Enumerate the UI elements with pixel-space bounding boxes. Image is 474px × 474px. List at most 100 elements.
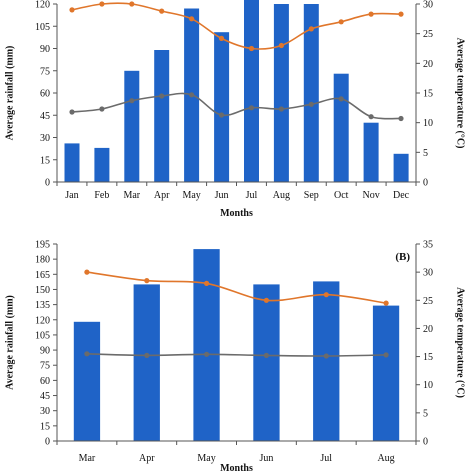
chart2-y2-tick-label: 15 bbox=[423, 352, 433, 363]
chart1-min_temp-point bbox=[189, 92, 195, 98]
chart1-x-axis-title: Months bbox=[220, 208, 253, 219]
chart1-y2-tick-label: 30 bbox=[423, 0, 433, 11]
chart2-min_temp-point bbox=[84, 351, 90, 357]
chart1-min_temp-point bbox=[368, 114, 374, 120]
chart1-x-tick-label: Sep bbox=[304, 190, 319, 201]
chart1-bar bbox=[273, 4, 289, 182]
chart2-y2-tick-label: 0 bbox=[423, 437, 428, 448]
chart2-y-tick-label: 60 bbox=[40, 376, 50, 387]
chart1-y2-tick-label: 0 bbox=[423, 178, 428, 189]
chart2-y-tick-label: 105 bbox=[35, 330, 50, 341]
chart2-y2-tick-label: 25 bbox=[423, 296, 433, 307]
chart1-x-tick-label: May bbox=[182, 190, 200, 201]
chart1-min_temp-point bbox=[278, 106, 284, 112]
chart2-y2-tick-label: 30 bbox=[423, 268, 433, 279]
chart1-min_temp-point bbox=[248, 105, 255, 111]
chart1-bar bbox=[94, 147, 110, 182]
chart2-y2-tick-label: 35 bbox=[423, 240, 433, 251]
chart2-bar bbox=[193, 249, 220, 441]
chart2-x-axis-title: Months bbox=[220, 463, 253, 474]
chart1-max_temp-line bbox=[71, 2, 402, 50]
chart2-max_temp-point bbox=[323, 292, 329, 298]
chart2-min_temp-point bbox=[144, 352, 150, 358]
chart2-max_temp-line bbox=[86, 271, 387, 304]
chart2-y2-tick-label: 20 bbox=[423, 324, 433, 335]
chart1-max_temp-point bbox=[99, 1, 105, 7]
chart1-x-tick-label: Aug bbox=[273, 190, 290, 201]
chart1-y-tick-label: 105 bbox=[35, 22, 50, 33]
chart1-bar bbox=[64, 143, 80, 182]
chart1-y2-tick-label: 25 bbox=[423, 29, 433, 40]
chart1-x-tick-label: Jul bbox=[246, 190, 258, 201]
chart2-y2-axis-title: Average temperature (°C) bbox=[455, 287, 466, 398]
chart1-bar bbox=[214, 32, 230, 183]
chart2-bar bbox=[133, 284, 160, 441]
chart1-max_temp-point bbox=[338, 19, 344, 25]
chart2-y-tick-label: 15 bbox=[40, 421, 50, 432]
chart2-max_temp-point bbox=[263, 297, 269, 303]
chart1-min_temp-line bbox=[71, 92, 402, 120]
chart2-min_temp-point bbox=[263, 352, 269, 358]
chart1-min_temp-point bbox=[338, 96, 344, 102]
chart1-y-tick-label: 75 bbox=[40, 66, 50, 77]
chart1-bar bbox=[154, 50, 170, 182]
chart1-y-axis-title: Average rainfall (mm) bbox=[4, 46, 15, 141]
chart2-bar bbox=[313, 281, 340, 441]
chart1-y2-tick-label: 5 bbox=[423, 148, 428, 159]
chart2-min_temp-point bbox=[383, 352, 389, 358]
chart1-y-tick-label: 0 bbox=[45, 178, 50, 189]
chart2-y-tick-label: 135 bbox=[35, 300, 50, 311]
chart1-bar bbox=[244, 0, 259, 182]
chart2-max_temp-point bbox=[383, 300, 389, 306]
chart1-max_temp-point bbox=[189, 16, 195, 22]
chart1-max_temp-point bbox=[278, 42, 284, 49]
chart2-bar bbox=[372, 305, 400, 441]
chart2-max_temp-point bbox=[84, 269, 90, 275]
chart2-y-tick-label: 30 bbox=[40, 406, 50, 417]
chart1-max_temp-point bbox=[129, 1, 135, 7]
chart1-x-tick-label: Feb bbox=[94, 190, 109, 201]
chart1-y-tick-label: 120 bbox=[35, 0, 50, 11]
chart2-min_temp-line bbox=[86, 353, 387, 357]
chart2-max_temp-point bbox=[204, 280, 210, 286]
chart2-y2-tick-label: 10 bbox=[423, 380, 433, 391]
chart2-y2-tick-label: 5 bbox=[423, 408, 428, 419]
chart2-min_temp-point bbox=[323, 353, 329, 359]
chart1-min_temp-point bbox=[218, 112, 225, 118]
chart1-y-tick-label: 90 bbox=[40, 44, 50, 55]
chart2-x-tick-label: Aug bbox=[377, 453, 394, 464]
chart1-max_temp-point bbox=[159, 8, 165, 14]
chart1-min_temp-point bbox=[99, 106, 105, 112]
chart2-x-tick-label: Jul bbox=[320, 453, 332, 464]
chart1-max_temp-point bbox=[248, 45, 255, 52]
chart2-panel-label: (B) bbox=[395, 251, 410, 263]
chart1-max_temp-point bbox=[69, 7, 75, 13]
chart1-x-tick-label: Nov bbox=[363, 190, 380, 201]
chart2-x-tick-label: Apr bbox=[139, 453, 155, 464]
chart1-min_temp-point bbox=[398, 115, 404, 122]
chart2-x-tick-label: Mar bbox=[79, 453, 96, 464]
chart1-max_temp-point bbox=[308, 26, 314, 32]
chart2-max_temp-point bbox=[144, 278, 150, 284]
chart1-y2-axis-title: Average temperature (°C) bbox=[455, 38, 466, 149]
chart1-y-tick-label: 15 bbox=[40, 155, 50, 166]
chart1-x-tick-label: Oct bbox=[334, 190, 349, 201]
chart1-bar bbox=[393, 153, 409, 182]
chart2-y-tick-label: 120 bbox=[35, 315, 50, 326]
chart2-y-tick-label: 0 bbox=[45, 437, 50, 448]
chart2-y-tick-label: 150 bbox=[35, 285, 50, 296]
chart2-bar bbox=[253, 284, 280, 441]
chart1-x-tick-label: Jun bbox=[215, 190, 229, 201]
chart2-bar bbox=[73, 321, 101, 441]
chart1-y2-tick-label: 20 bbox=[423, 59, 433, 70]
chart1-bar bbox=[303, 4, 319, 182]
chart2-x-tick-label: May bbox=[197, 453, 215, 464]
chart1-y-tick-label: 30 bbox=[40, 133, 50, 144]
chart2-min_temp-point bbox=[204, 351, 210, 357]
chart1-min_temp-point bbox=[69, 109, 75, 115]
chart1-y2-tick-label: 15 bbox=[423, 89, 433, 100]
chart1-min_temp-point bbox=[159, 93, 165, 99]
chart1-max_temp-point bbox=[368, 11, 374, 17]
chart1-max_temp-point bbox=[398, 11, 404, 17]
